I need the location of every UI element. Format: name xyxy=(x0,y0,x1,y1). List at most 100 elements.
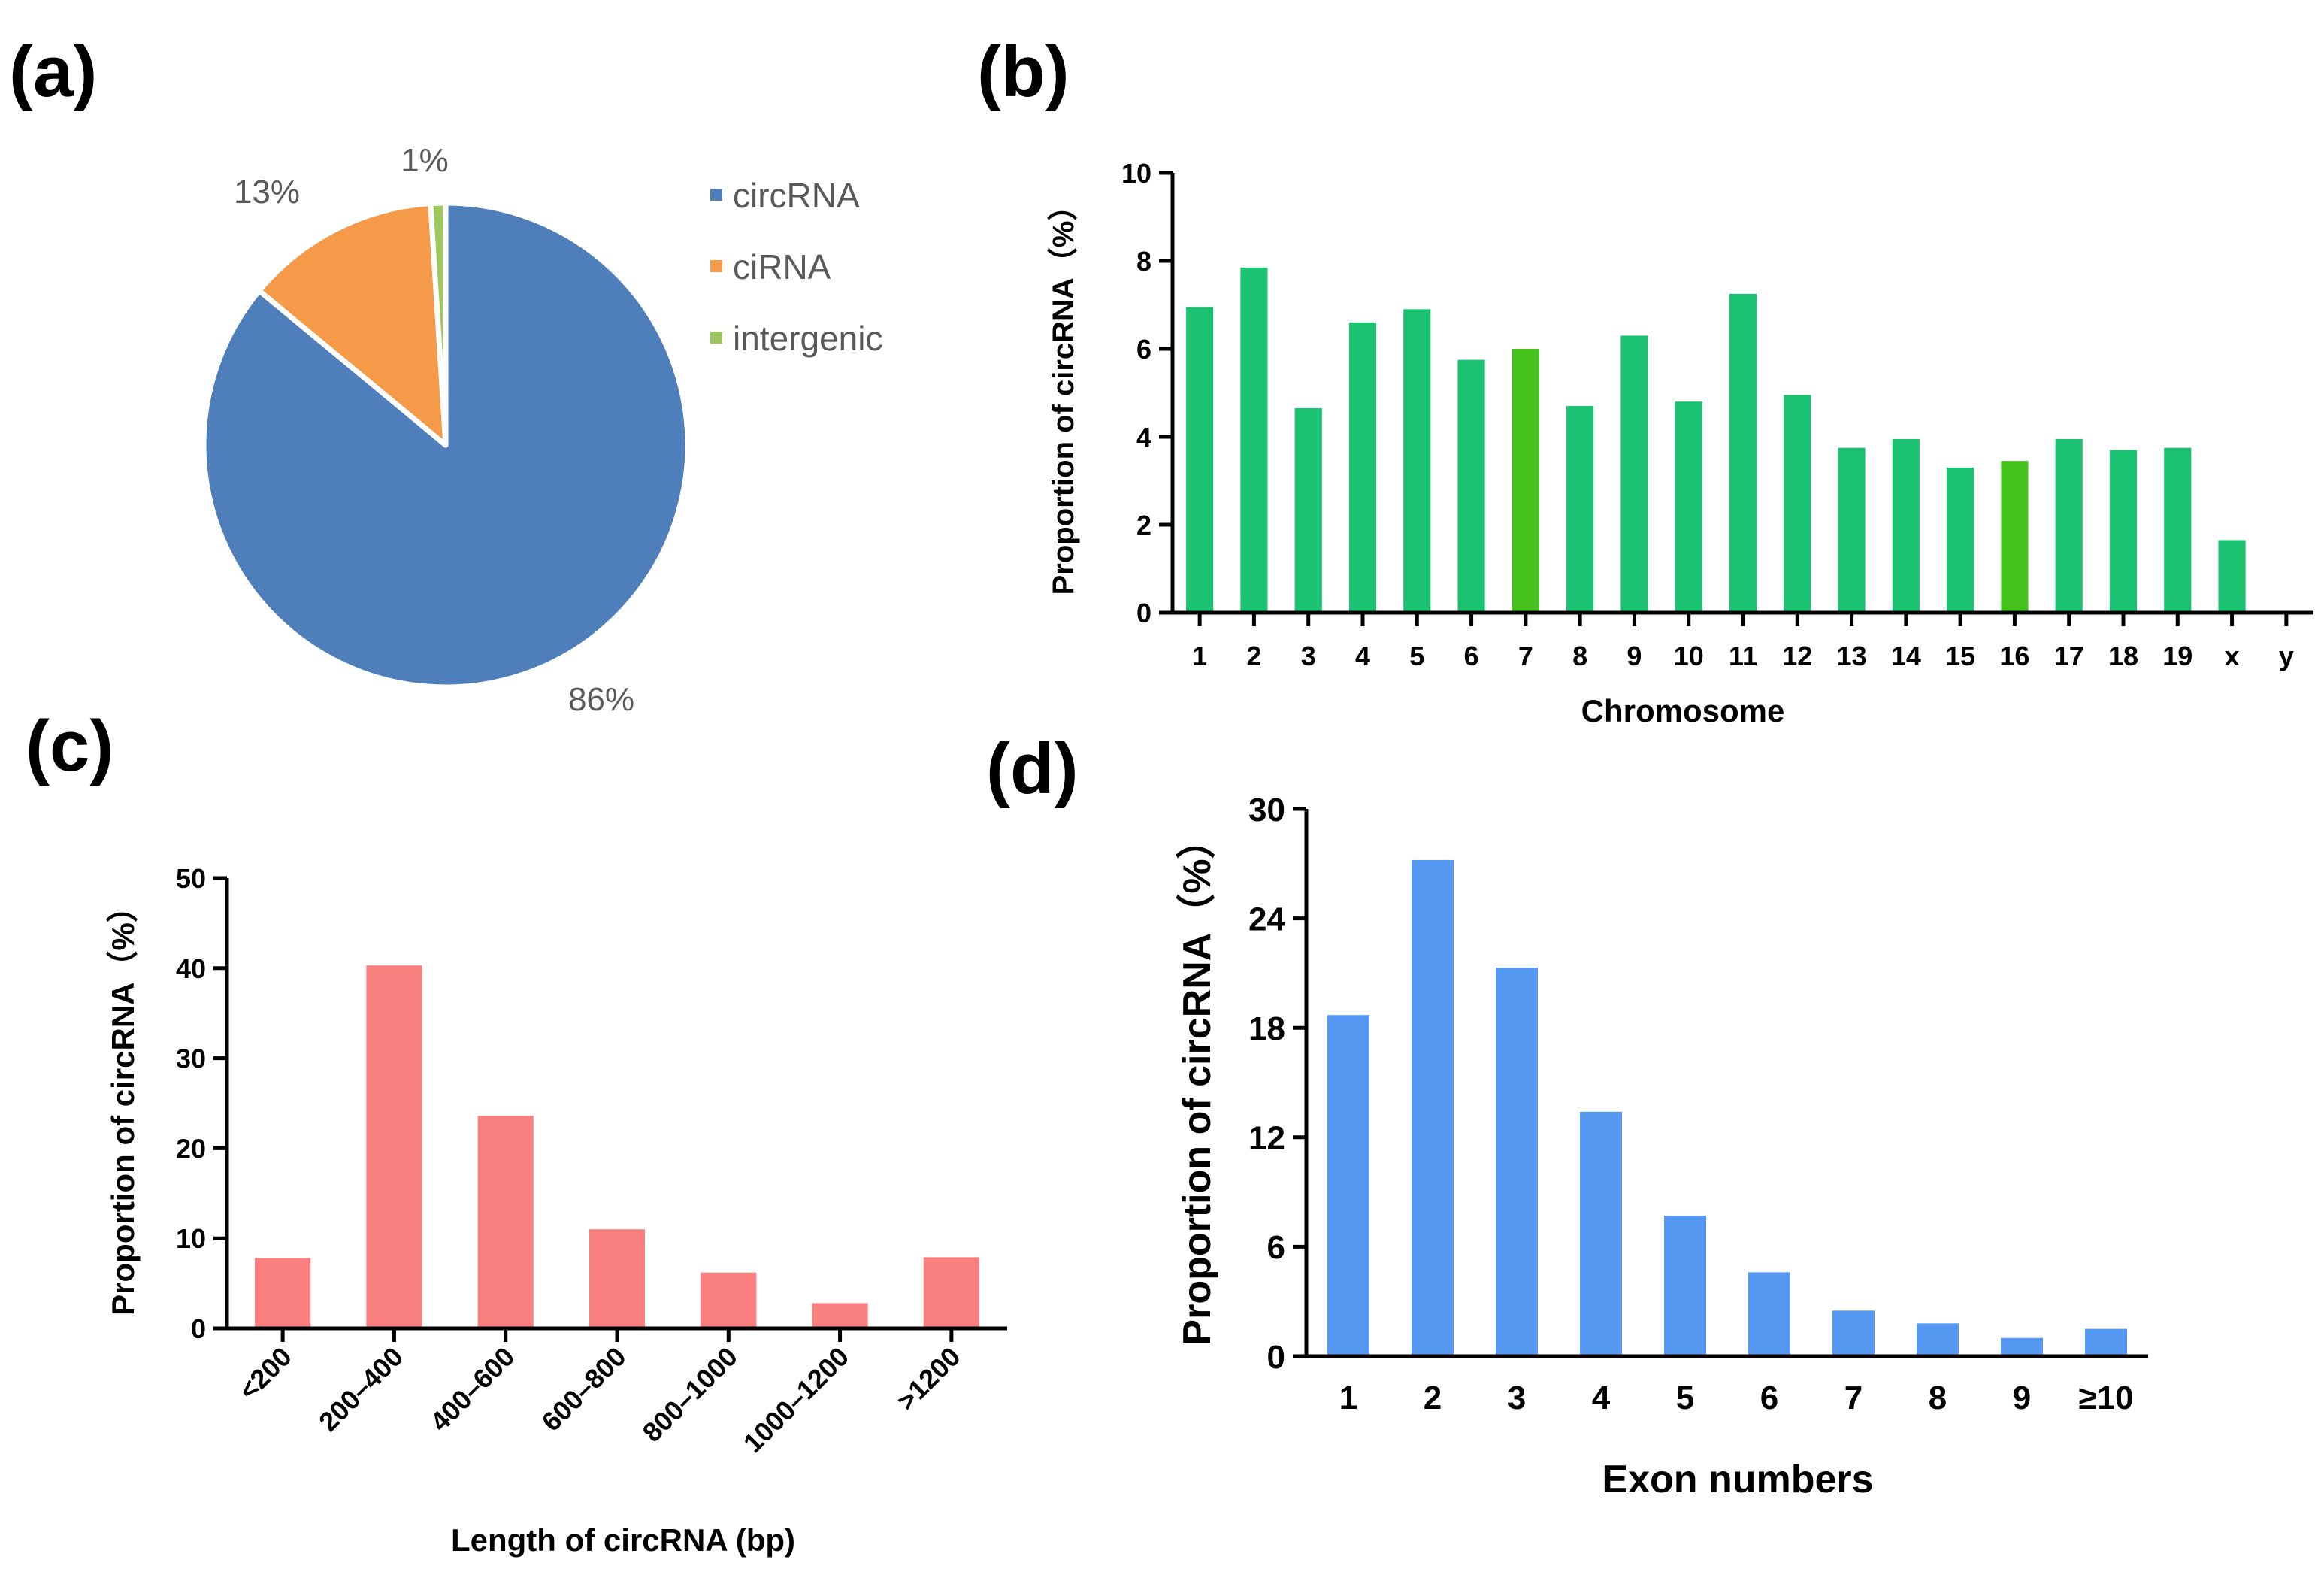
bar-1 xyxy=(1327,1015,1369,1356)
x-tick-label->1200: >1200 xyxy=(891,1341,966,1416)
bar-1 xyxy=(1186,307,1214,613)
bar-12 xyxy=(1784,395,1811,613)
pie-chart-a: 86% 13% 1% circRNA ciRNA intergenic xyxy=(201,142,882,718)
pie-slice-cirna xyxy=(256,201,449,448)
bar-13 xyxy=(1838,447,1866,613)
bar-8 xyxy=(1566,406,1594,613)
x-tick-label-1: 1 xyxy=(1192,641,1207,671)
bar-7 xyxy=(1832,1310,1875,1356)
x-tick-label-18: 18 xyxy=(2108,641,2138,671)
bar-19 xyxy=(2164,447,2192,613)
bar-10 xyxy=(1675,401,1702,613)
bar-9 xyxy=(2001,1337,2043,1356)
bar-chart-b: 1 2 3 4 5 6 7 8 9 10 11 12 13 14 15 16 17 18 19 x y0246810Ch… xyxy=(1047,158,2313,728)
y-tick-label-2: 2 xyxy=(1136,510,1151,541)
y-tick-label-6: 6 xyxy=(1267,1229,1285,1266)
y-tick-label-30: 30 xyxy=(176,1043,206,1074)
panel-label-b: (b) xyxy=(977,32,1070,112)
x-tick-label-11: 11 xyxy=(1729,641,1757,671)
bar-600–800 xyxy=(589,1229,646,1328)
bar-5 xyxy=(1664,1216,1706,1356)
bar-15 xyxy=(1947,467,1974,613)
x-tick-label-200–400: 200–400 xyxy=(313,1341,409,1437)
bar-200–400 xyxy=(366,965,422,1328)
pie-label-cirna: 13% xyxy=(234,174,300,210)
pie-label-circrna: 86% xyxy=(568,681,634,718)
x-tick-label-<200: <200 xyxy=(232,1341,297,1406)
legend-swatch-circrna xyxy=(710,189,722,201)
bar-9 xyxy=(1620,335,1648,613)
pie-slice-intergenic xyxy=(428,200,449,448)
x-tick-label-9: 9 xyxy=(1626,641,1642,671)
bar-14 xyxy=(1892,438,1920,613)
x-tick-label-7: 7 xyxy=(1844,1380,1863,1416)
bar-<200 xyxy=(255,1258,311,1328)
y-axis-title: Proportion of circRNA（%） xyxy=(1047,191,1080,595)
y-tick-label-0: 0 xyxy=(1267,1339,1285,1376)
y-tick-label-6: 6 xyxy=(1136,334,1151,365)
x-tick-label-2: 2 xyxy=(1424,1380,1442,1416)
x-tick-label-9: 9 xyxy=(2013,1380,2031,1416)
panel-label-a: (a) xyxy=(9,32,97,112)
bar-8 xyxy=(1917,1323,1959,1356)
x-tick-label-≥10: ≥10 xyxy=(2078,1380,2133,1416)
x-tick-label-3: 3 xyxy=(1508,1380,1526,1416)
x-tick-label-800–1000: 800–1000 xyxy=(637,1341,743,1448)
bar-4 xyxy=(1580,1111,1622,1356)
bar-5 xyxy=(1403,309,1431,613)
bar-≥10 xyxy=(2085,1328,2127,1356)
y-tick-label-12: 12 xyxy=(1248,1120,1285,1157)
x-tick-label-x: x xyxy=(2225,641,2240,671)
bar-chart-c: <200 200–400 400–600 600–800 800–10001000–12… xyxy=(105,863,1007,1558)
x-axis-title: Chromosome xyxy=(1581,693,1785,728)
y-tick-label-10: 10 xyxy=(176,1223,206,1254)
x-tick-label-16: 16 xyxy=(1999,641,2029,671)
x-tick-label-3: 3 xyxy=(1301,641,1316,671)
x-tick-label-5: 5 xyxy=(1409,641,1424,671)
y-tick-label-20: 20 xyxy=(176,1133,206,1164)
x-tick-label-14: 14 xyxy=(1891,641,1921,671)
y-tick-label-30: 30 xyxy=(1248,792,1285,828)
x-tick-label-1: 1 xyxy=(1339,1380,1357,1416)
bar-4 xyxy=(1348,322,1377,613)
x-axis-title: Exon numbers xyxy=(1602,1458,1873,1501)
pie-label-intergenic: 1% xyxy=(401,142,449,179)
bar-6 xyxy=(1748,1272,1790,1356)
x-tick-label-4: 4 xyxy=(1592,1380,1611,1416)
y-tick-label-8: 8 xyxy=(1136,246,1151,277)
y-tick-label-0: 0 xyxy=(191,1313,206,1344)
bar-17 xyxy=(2055,438,2083,613)
y-tick-label-10: 10 xyxy=(1121,158,1151,189)
bar-2 xyxy=(1412,859,1454,1356)
legend-label-cirna: ciRNA xyxy=(733,247,831,286)
bar->1200 xyxy=(923,1257,979,1328)
panel-label-d: (d) xyxy=(986,728,1079,809)
bar-6 xyxy=(1457,359,1485,613)
bar-11 xyxy=(1729,293,1757,613)
bar-400–600 xyxy=(477,1116,534,1328)
x-tick-label-6: 6 xyxy=(1464,641,1479,671)
y-tick-label-0: 0 xyxy=(1136,598,1151,628)
x-tick-label-13: 13 xyxy=(1837,641,1867,671)
x-tick-label-2: 2 xyxy=(1246,641,1261,671)
bar-2 xyxy=(1240,267,1268,613)
bar-1000–1200 xyxy=(812,1303,868,1328)
bar-800–1000 xyxy=(701,1272,757,1328)
x-tick-label-y: y xyxy=(2279,641,2294,671)
legend-label-intergenic: intergenic xyxy=(733,319,882,358)
x-tick-label-7: 7 xyxy=(1518,641,1533,671)
bar-3 xyxy=(1496,968,1538,1356)
y-tick-label-24: 24 xyxy=(1248,901,1285,937)
bar-16 xyxy=(2001,461,2029,613)
legend-swatch-cirna xyxy=(710,260,722,272)
x-tick-label-15: 15 xyxy=(1945,641,1975,671)
x-tick-label-12: 12 xyxy=(1782,641,1812,671)
bar-18 xyxy=(2109,450,2138,613)
x-tick-label-8: 8 xyxy=(1929,1380,1947,1416)
x-axis-title: Length of circRNA (bp) xyxy=(451,1522,795,1558)
panel-label-c: (c) xyxy=(26,706,113,786)
x-tick-label-1000–1200: 1000–1200 xyxy=(737,1341,855,1458)
x-tick-label-600–800: 600–800 xyxy=(536,1341,632,1437)
